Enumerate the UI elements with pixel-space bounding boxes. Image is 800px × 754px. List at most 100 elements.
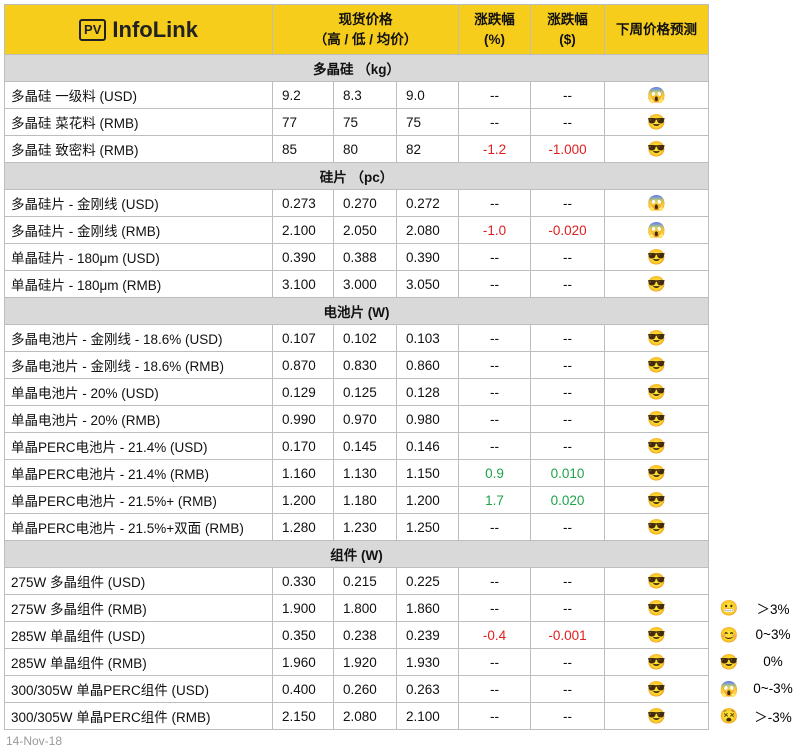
legend-icon: 😵 xyxy=(719,707,739,725)
price-low: 0.238 xyxy=(333,621,397,649)
price-high: 0.170 xyxy=(272,432,334,460)
change-pct: -1.0 xyxy=(458,216,532,244)
price-avg: 0.980 xyxy=(395,405,460,433)
price-avg: 9.0 xyxy=(395,81,460,109)
row-label: 285W 单晶组件 (RMB) xyxy=(4,648,273,676)
pct-header: 涨跌幅 (%) xyxy=(458,4,532,55)
price-low: 0.215 xyxy=(333,567,397,595)
row-label: 多晶硅片 - 金刚线 (USD) xyxy=(4,189,273,217)
change-pct: -- xyxy=(458,81,532,109)
data-row: 单晶电池片 - 20% (USD) 0.129 0.125 0.128 -- -- 😎 xyxy=(4,378,710,406)
header-text: (%) xyxy=(484,31,506,47)
forecast: 😎 xyxy=(604,675,710,703)
logo: PV InfoLink xyxy=(11,16,266,42)
data-row: 单晶硅片 - 180μm (RMB) 3.100 3.000 3.050 -- -- 😎 xyxy=(4,270,710,298)
price-avg: 1.860 xyxy=(395,594,460,622)
change-pct: -- xyxy=(458,108,532,136)
row-label: 单晶电池片 - 20% (RMB) xyxy=(4,405,273,433)
price-avg: 0.390 xyxy=(395,243,460,271)
row-label: 单晶硅片 - 180μm (RMB) xyxy=(4,270,273,298)
section-title: 组件 (W) xyxy=(3,540,710,568)
change-usd: 0.020 xyxy=(530,486,606,514)
price-high: 2.150 xyxy=(272,702,334,730)
price-avg: 1.150 xyxy=(395,459,460,487)
price-avg: 0.128 xyxy=(395,378,460,406)
change-pct: -- xyxy=(458,648,532,676)
change-usd: -- xyxy=(530,675,606,703)
legend-icon: 😬 xyxy=(719,599,739,617)
data-row: 285W 单晶组件 (RMB) 1.960 1.920 1.930 -- -- 😎 xyxy=(4,648,710,676)
row-label: 300/305W 单晶PERC组件 (RMB) xyxy=(4,702,273,730)
change-usd: -- xyxy=(530,378,606,406)
price-low: 2.080 xyxy=(333,702,397,730)
change-usd: -- xyxy=(530,324,606,352)
data-row: 单晶PERC电池片 - 21.4% (USD) 0.170 0.145 0.146 --… xyxy=(4,432,710,460)
change-usd: -- xyxy=(530,405,606,433)
legend-label: ＞3% xyxy=(756,601,790,617)
section-title: 硅片 （pc） xyxy=(3,162,710,190)
price-high: 9.2 xyxy=(272,81,334,109)
data-row: 单晶硅片 - 180μm (USD) 0.390 0.388 0.390 -- -- 😎 xyxy=(4,243,710,271)
change-pct: -- xyxy=(458,432,532,460)
forecast: 😱 xyxy=(604,216,710,244)
price-high: 1.200 xyxy=(272,486,334,514)
price-low: 0.145 xyxy=(333,432,397,460)
forecast: 😎 xyxy=(604,270,710,298)
price-low: 0.125 xyxy=(333,378,397,406)
row-label: 275W 多晶组件 (RMB) xyxy=(4,594,273,622)
forecast: 😎 xyxy=(604,324,710,352)
forecast: 😎 xyxy=(604,702,710,730)
date: 14-Nov-18 xyxy=(6,734,63,748)
price-high: 0.350 xyxy=(272,621,334,649)
price-low: 80 xyxy=(333,135,397,163)
legend-icon: 😱 xyxy=(719,680,739,698)
price-avg: 0.263 xyxy=(395,675,460,703)
row-label: 单晶PERC电池片 - 21.4% (USD) xyxy=(4,432,273,460)
data-row: 多晶电池片 - 金刚线 - 18.6% (RMB) 0.870 0.830 0.860… xyxy=(4,351,710,379)
price-high: 0.330 xyxy=(272,567,334,595)
change-pct: -- xyxy=(458,351,532,379)
data-row: 多晶电池片 - 金刚线 - 18.6% (USD) 0.107 0.102 0.103… xyxy=(4,324,710,352)
row-label: 单晶硅片 - 180μm (USD) xyxy=(4,243,273,271)
header-row: PV InfoLink 现货价格 （高 / 低 / 均价） 涨跌幅 (%) 涨跌幅 ($… xyxy=(4,4,710,55)
change-usd: -- xyxy=(530,702,606,730)
section-row: 硅片 （pc） xyxy=(3,162,710,190)
change-pct: -- xyxy=(458,405,532,433)
price-high: 2.100 xyxy=(272,216,334,244)
price-avg: 1.250 xyxy=(395,513,460,541)
price-avg: 75 xyxy=(395,108,460,136)
change-usd: -- xyxy=(530,432,606,460)
legend-label: 0~-3% xyxy=(753,681,793,696)
legend-item: 😵 ＞-3% xyxy=(712,702,800,729)
legend-label: ＞-3% xyxy=(754,709,792,725)
change-usd: -- xyxy=(530,81,606,109)
row-label: 多晶硅 致密料 (RMB) xyxy=(4,135,273,163)
price-low: 1.130 xyxy=(333,459,397,487)
price-high: 1.280 xyxy=(272,513,334,541)
data-row: 多晶硅 致密料 (RMB) 85 80 82 -1.2 -1.000 😎 xyxy=(4,135,710,163)
data-row: 300/305W 单晶PERC组件 (RMB) 2.150 2.080 2.100 --… xyxy=(4,702,710,730)
price-high: 3.100 xyxy=(272,270,334,298)
legend-item: 😊 0~3% xyxy=(712,621,800,648)
change-pct: -- xyxy=(458,243,532,271)
row-label: 单晶PERC电池片 - 21.5%+ (RMB) xyxy=(4,486,273,514)
forecast: 😎 xyxy=(604,621,710,649)
change-usd: -- xyxy=(530,648,606,676)
row-label: 多晶硅 菜花料 (RMB) xyxy=(4,108,273,136)
header-text: ($) xyxy=(559,31,576,47)
change-pct: -- xyxy=(458,702,532,730)
change-usd: -0.020 xyxy=(530,216,606,244)
row-label: 275W 多晶组件 (USD) xyxy=(4,567,273,595)
data-row: 275W 多晶组件 (RMB) 1.900 1.800 1.860 -- -- 😎 xyxy=(4,594,710,622)
logo-text: InfoLink xyxy=(112,16,198,42)
data-row: 多晶硅片 - 金刚线 (RMB) 2.100 2.050 2.080 -1.0 -0.02… xyxy=(4,216,710,244)
change-usd: -- xyxy=(530,243,606,271)
forecast: 😎 xyxy=(604,567,710,595)
row-label: 多晶电池片 - 金刚线 - 18.6% (USD) xyxy=(4,324,273,352)
price-low: 2.050 xyxy=(333,216,397,244)
price-high: 0.107 xyxy=(272,324,334,352)
data-row: 单晶PERC电池片 - 21.5%+双面 (RMB) 1.280 1.230 1.25… xyxy=(4,513,710,541)
price-avg: 2.100 xyxy=(395,702,460,730)
header-text: 现货价格 xyxy=(338,11,393,27)
forecast: 😎 xyxy=(604,135,710,163)
